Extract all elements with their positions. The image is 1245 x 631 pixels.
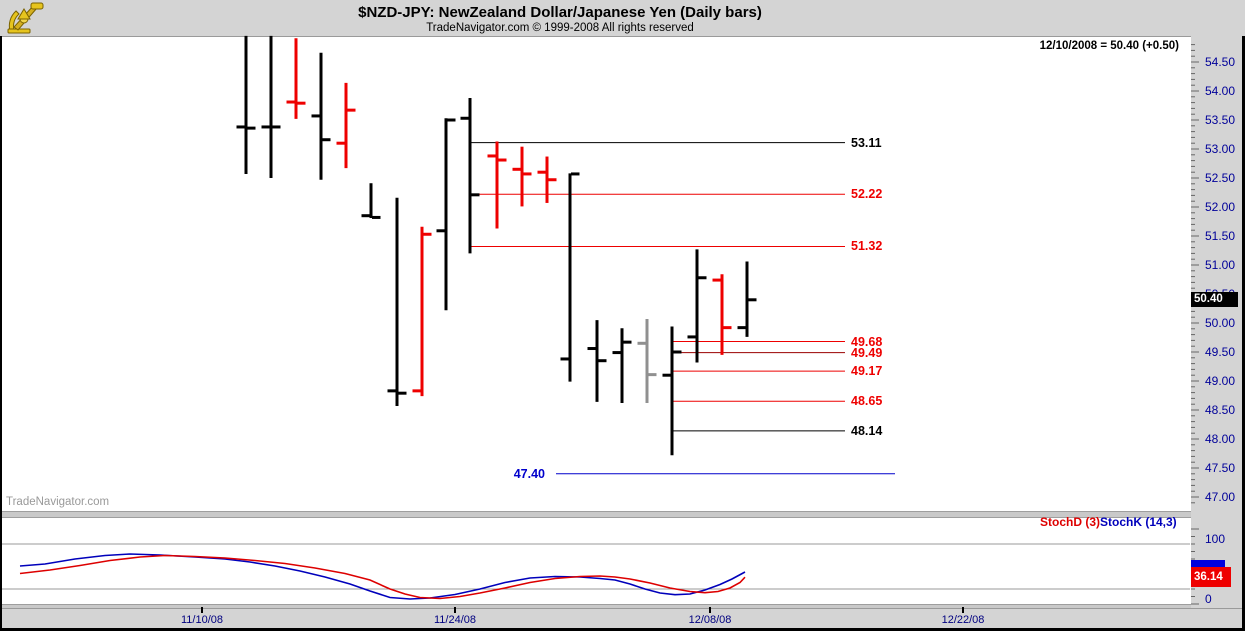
price-axis-label: 49.50: [1205, 345, 1236, 359]
level-label-49.68: 49.68: [851, 334, 883, 349]
price-axis-label: 51.00: [1205, 258, 1236, 272]
price-axis-label: 47.00: [1205, 490, 1236, 504]
copyright-line: TradeNavigator.com © 1999-2008 All right…: [426, 22, 694, 34]
stoch-line-stochd: [19, 554, 746, 600]
level-label-48.14: 48.14: [851, 423, 883, 438]
price-axis[interactable]: [1191, 36, 1242, 628]
price-axis-label: 52.00: [1205, 200, 1236, 214]
level-label-47.40: 47.40: [513, 466, 545, 481]
level-label-49.17: 49.17: [851, 364, 883, 379]
tradenavigator-sextant-logo-icon: [4, 1, 46, 35]
window-border-left: [0, 36, 2, 631]
price-axis-label: 54.00: [1205, 84, 1236, 98]
level-label-49.49: 49.49: [851, 345, 883, 360]
price-axis-label: 48.50: [1205, 403, 1236, 417]
last-price-box: 50.40: [1191, 292, 1238, 307]
chart-header: [0, 0, 1245, 37]
price-axis-label: 53.50: [1205, 113, 1236, 127]
date-axis-label: 11/10/08: [180, 614, 223, 626]
date-axis-label: 11/24/08: [433, 614, 476, 626]
price-axis-label: 53.00: [1205, 142, 1236, 156]
stochd-value-box: 36.14: [1191, 567, 1231, 587]
stoch-line-stochk: [19, 553, 746, 600]
level-label-51.32: 51.32: [851, 239, 883, 254]
price-axis-label: 48.00: [1205, 432, 1236, 446]
price-axis-label: 47.50: [1205, 461, 1236, 475]
price-axis-label: 51.50: [1205, 229, 1236, 243]
price-axis-label: 52.50: [1205, 171, 1236, 185]
price-axis-label: 49.00: [1205, 374, 1236, 388]
window-border-right: [1242, 36, 1245, 631]
chart-watermark: TradeNavigator.com: [6, 496, 110, 508]
legend-stochk[interactable]: StochK (14,3): [1100, 515, 1177, 529]
level-label-52.22: 52.22: [851, 187, 883, 202]
price-axis-label: 54.50: [1205, 55, 1236, 69]
date-axis-label: 12/08/08: [688, 614, 732, 626]
price-axis-label: 50.00: [1205, 316, 1236, 330]
level-label-53.11: 53.11: [851, 135, 882, 150]
stoch-axis-label: 100: [1205, 532, 1226, 546]
stoch-axis-label: 0: [1205, 592, 1212, 606]
legend-stochd[interactable]: StochD (3): [1040, 515, 1100, 529]
last-quote-annotation: 12/10/2008 = 50.40 (+0.50): [1039, 40, 1179, 52]
date-axis-label: 12/22/08: [941, 614, 985, 626]
chart-title: $NZD-JPY: NewZealand Dollar/Japanese Yen…: [358, 4, 762, 21]
level-label-48.65: 48.65: [851, 394, 883, 409]
date-axis[interactable]: [0, 608, 1245, 629]
panel-divider[interactable]: [0, 511, 1191, 518]
window-border-bottom: [0, 628, 1245, 631]
